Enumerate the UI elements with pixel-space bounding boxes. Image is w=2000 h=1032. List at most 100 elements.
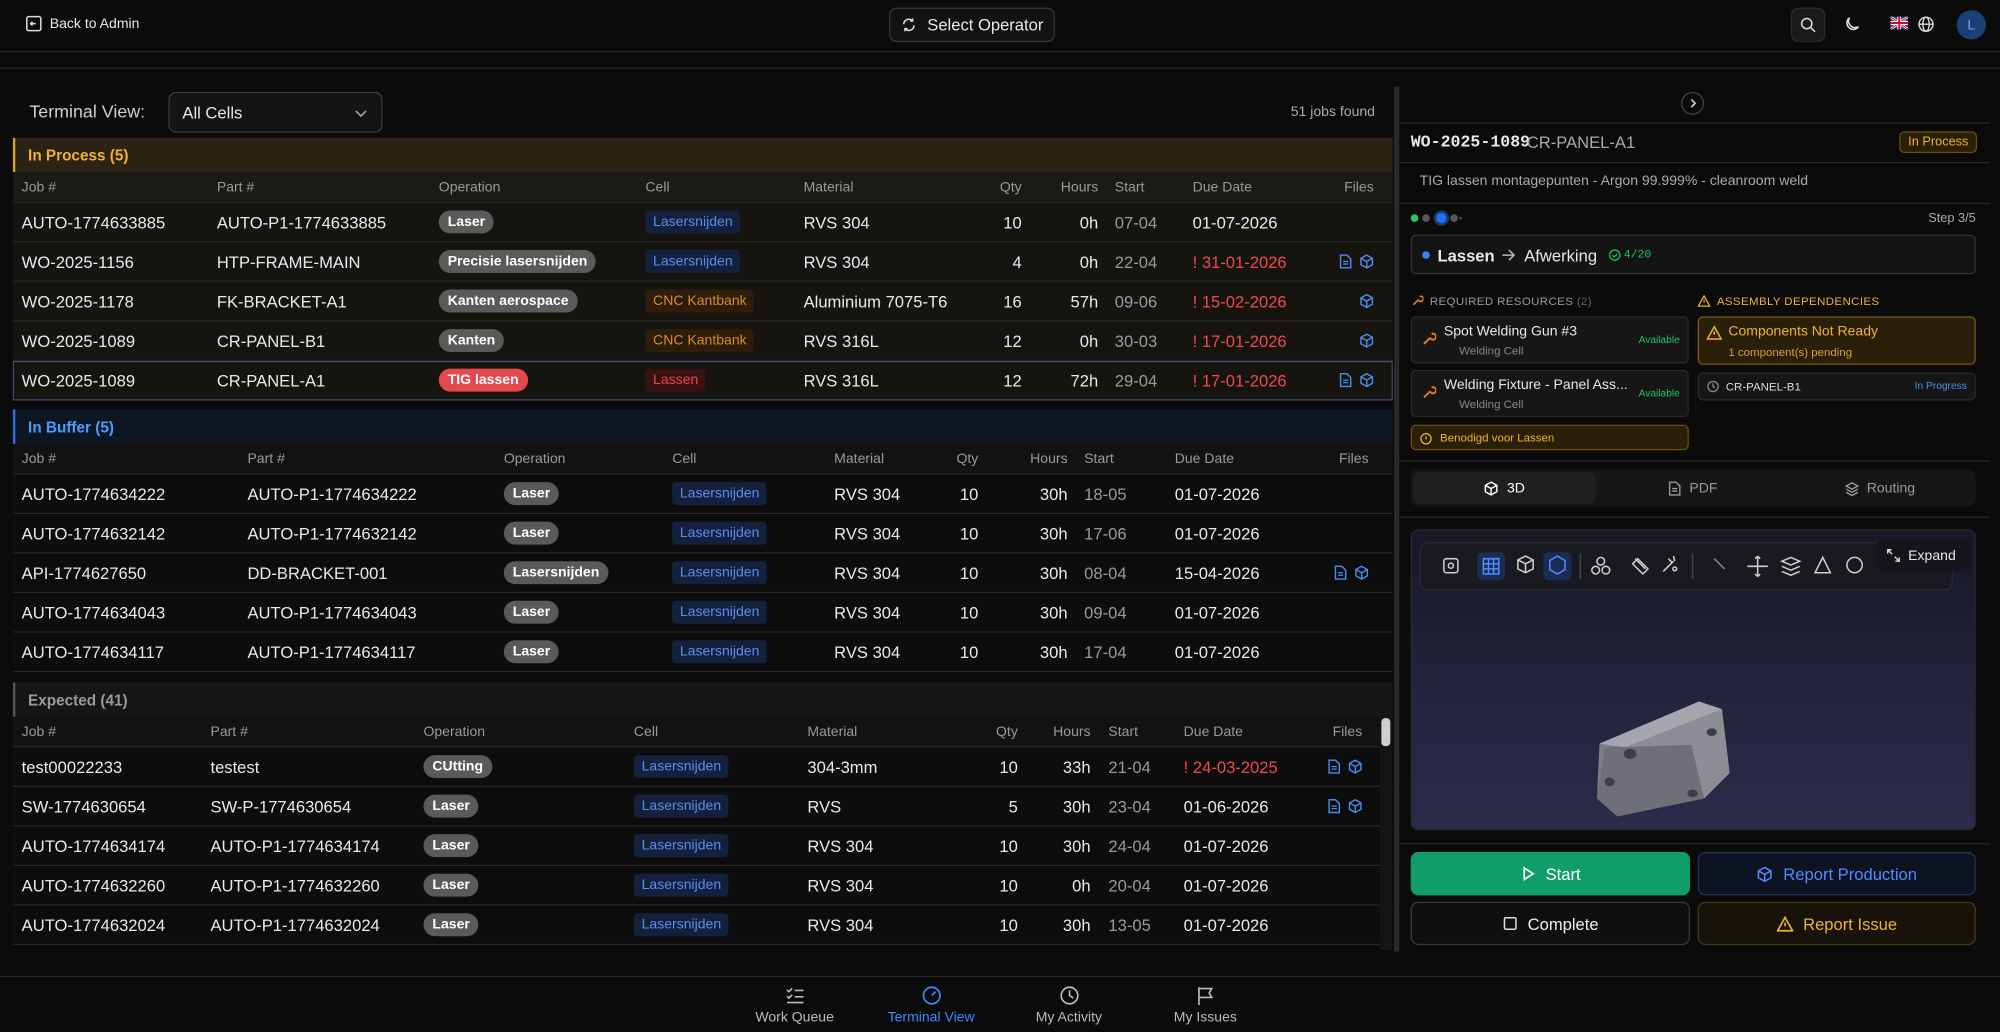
material-cell: RVS 304 <box>834 603 901 623</box>
collapse-button[interactable] <box>1681 91 1705 115</box>
nav-item[interactable]: Terminal View <box>855 985 1008 1031</box>
group-title: In Buffer (5) <box>28 418 114 437</box>
qty-cell: 10 <box>959 642 979 662</box>
report-production-button[interactable]: Report Production <box>1697 852 1976 896</box>
hours-cell: 30h <box>1062 915 1091 935</box>
qty-cell: 10 <box>959 484 979 504</box>
job-row[interactable]: AUTO-1774634174 AUTO-P1-1774634174 Laser La… <box>12 826 1393 867</box>
cube-icon[interactable] <box>1348 759 1362 774</box>
job-row[interactable]: AUTO-1774633885 AUTO-P1-1774633885 Laser La… <box>12 202 1393 243</box>
operation-chip: Laser <box>423 873 479 897</box>
job-row[interactable]: AUTO-1774634117 AUTO-P1-1774634117 Laser La… <box>12 632 1393 673</box>
nav-label: My Activity <box>1035 1010 1103 1026</box>
viewer-tab[interactable]: 3D <box>1413 471 1596 504</box>
operation-chip: Kanten <box>438 329 505 353</box>
start-cell: 08-04 <box>1084 563 1127 583</box>
column-header: Material <box>807 724 858 740</box>
group-header[interactable]: In Buffer (5) <box>12 409 1393 444</box>
language-button[interactable] <box>1917 15 1935 33</box>
avatar[interactable]: L <box>1956 10 1986 40</box>
job-row[interactable]: AUTO-1774632024 AUTO-P1-1774632024 Laser La… <box>12 905 1393 946</box>
start-button[interactable]: Start <box>1410 852 1691 896</box>
cube-icon[interactable] <box>1360 293 1374 309</box>
cube-glyph <box>1360 372 1374 388</box>
job-row[interactable]: WO-2025-1178 FK-BRACKET-A1 Kanten aerospac… <box>12 281 1393 322</box>
resource-note: Benodigd voor Lassen <box>1410 424 1689 451</box>
column-header-row: Job # Part # Operation Cell Material Qty Hours… <box>12 172 1393 203</box>
nav-item[interactable]: My Activity <box>992 985 1145 1031</box>
material-cell: RVS 304 <box>807 876 874 896</box>
job-row[interactable]: WO-2025-1156 HTP-FRAME-MAIN Precisie laser… <box>12 242 1393 282</box>
job-row[interactable]: AUTO-1774634222 AUTO-P1-1774634222 Laser La… <box>12 474 1393 515</box>
model-viewer[interactable]: Expand <box>1410 529 1976 831</box>
doc-icon[interactable] <box>1339 254 1352 269</box>
expand-button[interactable]: Expand <box>1876 539 1972 572</box>
job-row[interactable]: API-1774627650 DD-BRACKET-001 Lasersnijden… <box>12 553 1393 594</box>
cell-filter[interactable]: All Cells <box>168 91 383 133</box>
resource-location: Welding Cell <box>1459 397 1524 411</box>
cube-icon[interactable] <box>1360 333 1374 348</box>
current-operation: Lassen <box>1437 246 1495 266</box>
viewer-tab[interactable]: Routing <box>1788 472 1970 504</box>
nav-item[interactable]: Work Queue <box>718 985 871 1031</box>
report-issue-button[interactable]: Report Issue <box>1697 901 1976 946</box>
job-row[interactable]: AUTO-1774632142 AUTO-P1-1774632142 Laser La… <box>12 514 1393 554</box>
cell-chip: Lassen <box>645 368 706 392</box>
start-cell: 22-04 <box>1114 252 1158 272</box>
cube-glyph <box>1348 798 1362 814</box>
column-header: Hours <box>1030 451 1068 467</box>
doc-icon[interactable] <box>1334 565 1347 580</box>
part-cell: AUTO-P1-1774634117 <box>247 642 416 662</box>
hours-cell: 30h <box>1039 642 1068 662</box>
complete-button[interactable]: Complete <box>1410 901 1691 946</box>
job-row[interactable]: AUTO-1774632260 AUTO-P1-1774632260 Laser La… <box>12 866 1393 906</box>
doc-icon[interactable] <box>1328 759 1341 774</box>
group-header[interactable]: Expected (41) <box>12 682 1393 717</box>
back-button[interactable]: Back to Admin <box>26 15 139 32</box>
cube-icon[interactable] <box>1348 798 1362 814</box>
file-icons <box>1332 254 1374 269</box>
column-header: Cell <box>633 724 659 740</box>
cube-icon[interactable] <box>1355 565 1369 580</box>
wo-number: WO-2025-1089 <box>1410 132 1531 152</box>
job-row[interactable]: AUTO-1774634043 AUTO-P1-1774634043 Laser La… <box>12 593 1393 633</box>
theme-toggle[interactable] <box>1843 15 1861 33</box>
nav-icon <box>1195 985 1217 1007</box>
nav-icon <box>920 985 942 1007</box>
cube-glyph <box>1360 333 1374 348</box>
doc-icon[interactable] <box>1328 798 1341 814</box>
divider <box>0 67 2000 69</box>
qty-cell: 10 <box>1003 213 1022 233</box>
viewer-tab[interactable]: PDF <box>1601 472 1783 504</box>
scrollbar-thumb[interactable] <box>1381 718 1391 747</box>
language-flag[interactable] <box>1890 16 1909 30</box>
cube-icon[interactable] <box>1360 372 1374 388</box>
qty-cell: 12 <box>1003 331 1022 351</box>
job-cell: AUTO-1774632024 <box>21 915 166 935</box>
cube-icon[interactable] <box>1360 254 1374 269</box>
hours-cell: 30h <box>1039 603 1068 623</box>
nav-item[interactable]: My Issues <box>1129 985 1282 1031</box>
qty-cell: 10 <box>959 524 979 544</box>
part-cell: SW-P-1774630654 <box>210 797 352 817</box>
column-header: Files <box>1332 724 1363 740</box>
column-header-row: Job # Part # Operation Cell Material Qty Hours… <box>12 443 1393 475</box>
warning-detail: 1 component(s) pending <box>1728 345 1853 359</box>
select-operator-button[interactable]: Select Operator <box>889 7 1055 43</box>
group-header[interactable]: In Process (5) <box>12 137 1393 173</box>
job-row[interactable]: SW-1774630654 SW-P-1774630654 Laser Lasersn… <box>12 786 1393 827</box>
column-header: Cell <box>672 451 697 467</box>
viewer-tool-icons[interactable] <box>1421 543 1952 589</box>
resource-name: Welding Fixture - Panel Ass... <box>1443 377 1628 393</box>
dependency-row[interactable]: CR-PANEL-B1 In Progress <box>1697 372 1976 401</box>
doc-icon[interactable] <box>1339 372 1352 388</box>
job-row[interactable]: test00022233 testest CUtting Lasersnijden 30… <box>12 747 1393 787</box>
job-cell: WO-2025-1156 <box>21 252 134 272</box>
dependency-warning: Components Not Ready 1 component(s) pend… <box>1697 316 1976 365</box>
material-cell: RVS 316L <box>803 331 879 351</box>
qty-cell: 10 <box>999 836 1018 856</box>
operation-chip: Laser <box>423 834 479 858</box>
job-row[interactable]: WO-2025-1089 CR-PANEL-A1 TIG lassen Lassen R… <box>12 360 1393 401</box>
job-row[interactable]: WO-2025-1089 CR-PANEL-B1 Kanten CNC Kantban… <box>12 321 1393 361</box>
search-button[interactable] <box>1790 7 1826 43</box>
